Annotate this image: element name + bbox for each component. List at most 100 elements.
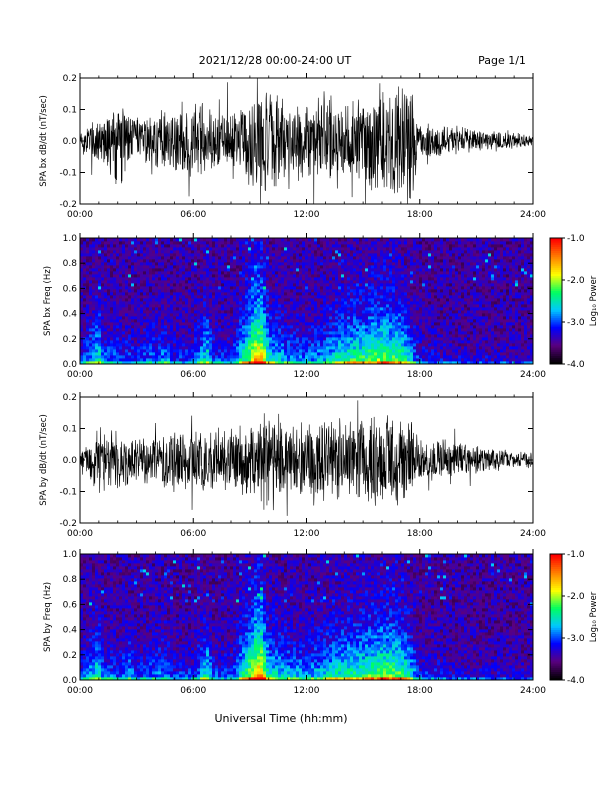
spectrogram-cell xyxy=(350,295,354,299)
spectrogram-cell xyxy=(323,238,327,242)
spectrogram-cell xyxy=(269,283,273,287)
spectrogram-cell xyxy=(326,310,330,314)
spectrogram-cell xyxy=(86,298,90,302)
spectrogram-cell xyxy=(263,238,267,242)
spectrogram-cell xyxy=(203,304,207,308)
spectrogram-cell xyxy=(347,313,351,317)
spectrogram-cell xyxy=(332,271,336,275)
spectrogram-cell xyxy=(281,247,285,251)
spectrogram-cell xyxy=(134,352,138,356)
spectrogram-cell xyxy=(119,313,123,317)
spectrogram-cell xyxy=(95,271,99,275)
spectrogram-cell xyxy=(386,238,390,242)
spectrogram-cell xyxy=(320,247,324,251)
spectrogram-cell xyxy=(419,319,423,323)
spectrogram-cell xyxy=(308,316,312,320)
spectrogram-cell xyxy=(218,304,222,308)
spectrogram-cell xyxy=(230,340,234,344)
spectrogram-cell xyxy=(371,259,375,263)
spectrogram-cell xyxy=(83,241,87,245)
spectrogram-cell xyxy=(296,250,300,254)
spectrogram-cell xyxy=(104,352,108,356)
spectrogram-cell xyxy=(200,361,204,365)
spectrogram-cell xyxy=(197,295,201,299)
spectrogram-cell xyxy=(425,280,429,284)
spectrogram-cell xyxy=(179,337,183,341)
spectrogram-cell xyxy=(326,280,330,284)
spectrogram-cell xyxy=(182,310,186,314)
spectrogram-cell xyxy=(140,316,144,320)
spectrogram-cell xyxy=(236,283,240,287)
spectrogram-cell xyxy=(179,319,183,323)
spectrogram-cell xyxy=(338,361,342,365)
spectrogram-cell xyxy=(356,337,360,341)
spectrogram-cell xyxy=(272,298,276,302)
spectrogram-cell xyxy=(95,241,99,245)
spectrogram-cell xyxy=(83,361,87,365)
spectrogram-cell xyxy=(290,280,294,284)
spectrogram-cell xyxy=(317,310,321,314)
spectrogram-cell xyxy=(185,307,189,311)
spectrogram-cell xyxy=(146,340,150,344)
spectrogram-cell xyxy=(140,325,144,329)
spectrogram-cell xyxy=(380,343,384,347)
spectrogram-cell xyxy=(164,322,168,326)
spectrogram-cell xyxy=(401,262,405,266)
spectrogram-cell xyxy=(98,289,102,293)
spectrogram-cell xyxy=(266,286,270,290)
spectrogram-cell xyxy=(269,280,273,284)
spectrogram-cell xyxy=(236,265,240,269)
spectrogram-cell xyxy=(197,322,201,326)
spectrogram-cell xyxy=(146,238,150,242)
spectrogram-cell xyxy=(410,343,414,347)
spectrogram-cell xyxy=(314,256,318,260)
spectrogram-cell xyxy=(239,322,243,326)
spectrogram-cell xyxy=(284,358,288,362)
spectrogram-cell xyxy=(359,241,363,245)
spectrogram-cell xyxy=(146,352,150,356)
spectrogram-cell xyxy=(356,334,360,338)
spectrogram-cell xyxy=(164,301,168,305)
spectrogram-cell xyxy=(362,292,366,296)
spectrogram-cell xyxy=(287,301,291,305)
spectrogram-cell xyxy=(161,283,165,287)
spectrogram-cell xyxy=(299,256,303,260)
spectrogram-cell xyxy=(266,313,270,317)
spectrogram-cell xyxy=(287,325,291,329)
spectrogram-cell xyxy=(248,301,252,305)
spectrogram-cell xyxy=(293,325,297,329)
spectrogram-cell xyxy=(227,283,231,287)
spectrogram-cell xyxy=(122,322,126,326)
spectrogram-cell xyxy=(86,253,90,257)
spectrogram-cell xyxy=(392,316,396,320)
spectrogram-cell xyxy=(173,283,177,287)
spectrogram-cell xyxy=(401,349,405,353)
spectrogram-cell xyxy=(383,247,387,251)
spectrogram-cell xyxy=(242,250,246,254)
spectrogram-cell xyxy=(308,322,312,326)
spectrogram-cell xyxy=(158,361,162,365)
spectrogram-cell xyxy=(383,241,387,245)
spectrogram-cell xyxy=(188,262,192,266)
spectrogram-cell xyxy=(89,247,93,251)
spectrogram-cell xyxy=(404,304,408,308)
spectrogram-cell xyxy=(239,295,243,299)
spectrogram-cell xyxy=(320,274,324,278)
spectrogram-cell xyxy=(419,340,423,344)
spectrogram-cell xyxy=(263,355,267,359)
spectrogram-cell xyxy=(386,268,390,272)
spectrogram-cell xyxy=(113,277,117,281)
spectrogram-cell xyxy=(164,349,168,353)
spectrogram-cell xyxy=(266,250,270,254)
spectrogram-cell xyxy=(101,244,105,248)
spectrogram-cell xyxy=(275,319,279,323)
spectrogram-cell xyxy=(263,310,267,314)
spectrogram-cell xyxy=(275,262,279,266)
spectrogram-cell xyxy=(98,277,102,281)
spectrogram-cell xyxy=(275,304,279,308)
spectrogram-cell xyxy=(293,331,297,335)
spectrogram-cell xyxy=(83,289,87,293)
spectrogram-cell xyxy=(263,325,267,329)
spectrogram-cell xyxy=(140,244,144,248)
spectrogram-cell xyxy=(308,346,312,350)
